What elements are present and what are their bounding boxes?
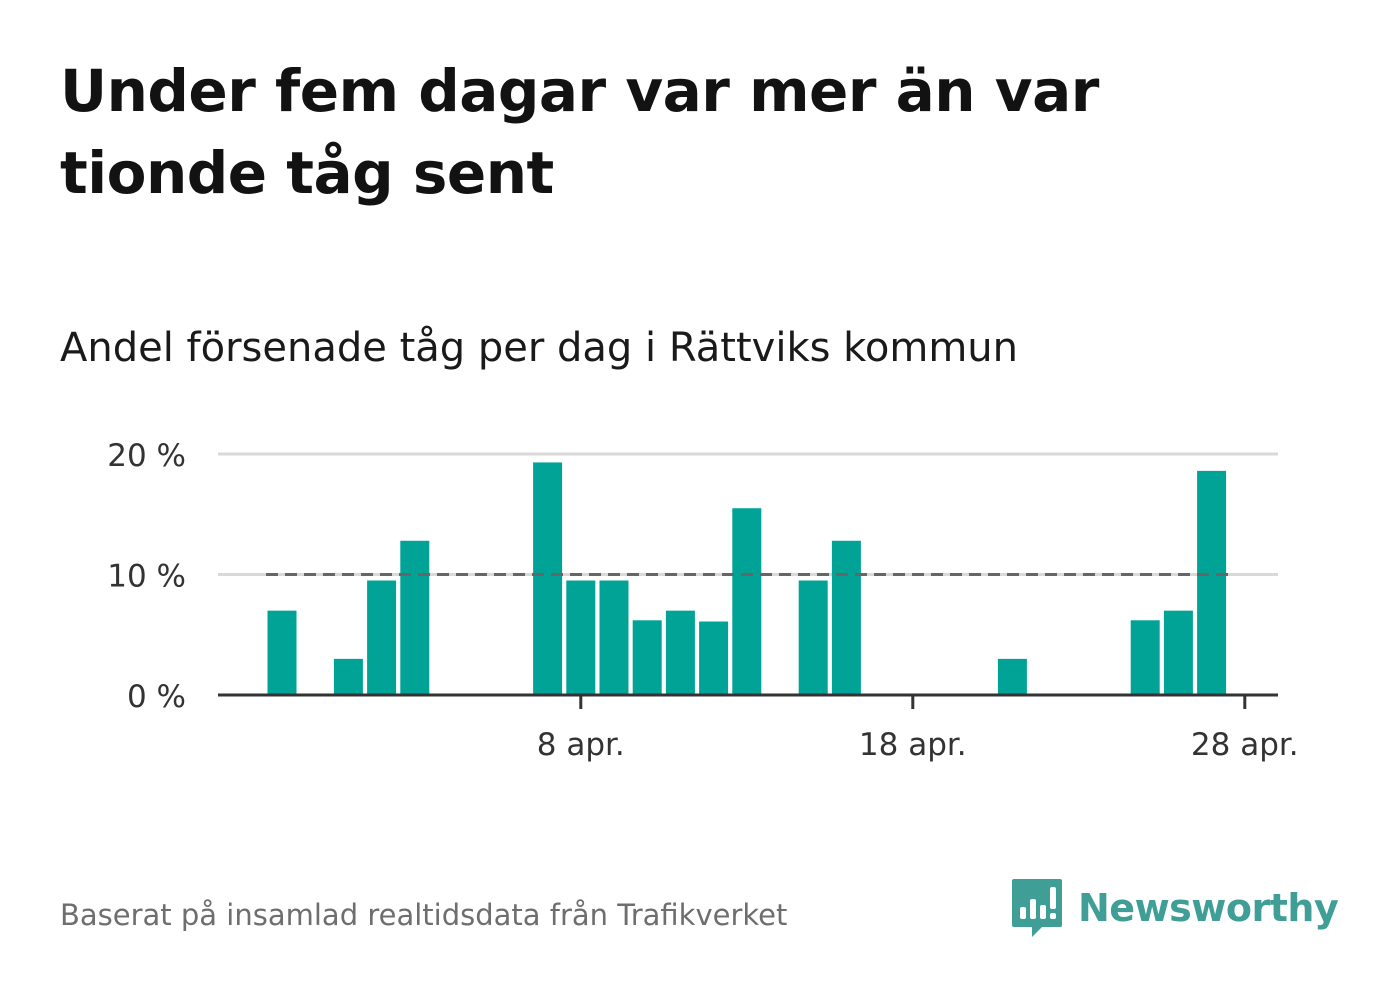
axes: 0 % 10 % 20 % 8 apr. 18 apr. 28 apr. [107,438,1298,763]
bar [699,621,729,695]
newsworthy-logo-text: Newsworthy [1078,886,1339,930]
chart-title: Under fem dagar var mer än var tionde tå… [60,57,1099,207]
bar [632,620,662,695]
y-tick-label: 20 % [107,438,186,474]
bar [1163,610,1193,695]
newsworthy-logo: Newsworthy [1010,876,1339,940]
bar [599,580,629,695]
x-tick-label: 8 apr. [537,727,625,763]
bar [732,508,762,695]
bar [997,658,1027,695]
bar [831,540,861,695]
bar [533,462,563,695]
x-tick-label: 28 apr. [1191,727,1299,763]
x-tick-label: 18 apr. [859,727,967,763]
bar [367,580,397,695]
newsworthy-logo-icon [1012,879,1062,937]
y-tick-label: 0 % [127,679,186,715]
bar [1130,620,1160,695]
bar [400,540,430,695]
bar [665,610,695,695]
bars [267,462,1227,695]
bar [267,610,297,695]
chart-subtitle: Andel försenade tåg per dag i Rättviks k… [60,325,1019,371]
bar [566,580,596,695]
bar [333,658,363,695]
y-tick-label: 10 % [107,559,186,595]
source-note: Baserat på insamlad realtidsdata från Tr… [60,898,788,932]
bar [798,580,828,695]
bar [1197,470,1227,695]
